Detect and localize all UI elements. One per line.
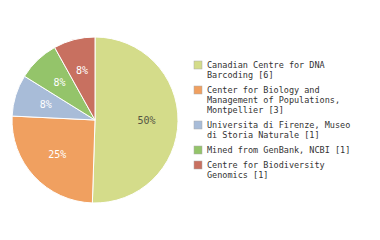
legend-swatch: [194, 121, 202, 129]
data-label: 8%: [53, 77, 65, 88]
pie-slice: [12, 116, 95, 203]
legend-label: Universita di Firenze, Museodi Storia Na…: [207, 120, 350, 140]
data-labels: 50%25%8%8%8%: [40, 65, 156, 161]
legend-label-line: Universita di Firenze, Museo: [207, 120, 350, 130]
slices: [12, 37, 178, 203]
legend-swatch: [194, 146, 202, 154]
legend-label-line: di Storia Naturale [1]: [207, 130, 320, 140]
data-label: 8%: [76, 65, 88, 76]
legend-swatch: [194, 61, 202, 69]
legend-label-line: Centre for Biodiversity: [207, 160, 325, 170]
legend-item: Centre for BiodiversityGenomics [1]: [194, 160, 325, 180]
legend-label: Canadian Centre for DNABarcoding [6]: [207, 60, 325, 80]
legend-label-line: Genomics [1]: [207, 170, 268, 180]
legend-swatch: [194, 86, 202, 94]
legend-swatch: [194, 161, 202, 169]
data-label: 25%: [48, 149, 66, 160]
legend-label: Center for Biology andManagement of Popu…: [207, 85, 340, 115]
legend-item: Canadian Centre for DNABarcoding [6]: [194, 60, 325, 80]
legend-item: Center for Biology andManagement of Popu…: [194, 85, 340, 115]
legend-label: Centre for BiodiversityGenomics [1]: [207, 160, 325, 180]
legend-label-line: Center for Biology and: [207, 85, 320, 95]
legend-label-line: Management of Populations,: [207, 95, 340, 105]
legend: Canadian Centre for DNABarcoding [6] Cent…: [194, 60, 350, 180]
legend-label-line: Barcoding [6]: [207, 70, 274, 80]
data-label: 50%: [137, 115, 155, 126]
legend-item: Mined from GenBank, NCBI [1]: [194, 145, 350, 155]
pie-slice: [92, 37, 178, 203]
legend-label-line: Canadian Centre for DNA: [207, 60, 325, 70]
chart-container: 50%25%8%8%8%Canadian Centre for DNABarco…: [0, 0, 380, 240]
legend-label-line: Montpellier [3]: [207, 105, 284, 115]
data-label: 8%: [40, 99, 52, 110]
legend-label: Mined from GenBank, NCBI [1]: [207, 145, 350, 155]
chart-svg: 50%25%8%8%8%Canadian Centre for DNABarco…: [0, 0, 380, 240]
pie: 50%25%8%8%8%: [12, 37, 178, 203]
legend-label-line: Mined from GenBank, NCBI [1]: [207, 145, 350, 155]
legend-item: Universita di Firenze, Museodi Storia Na…: [194, 120, 350, 140]
